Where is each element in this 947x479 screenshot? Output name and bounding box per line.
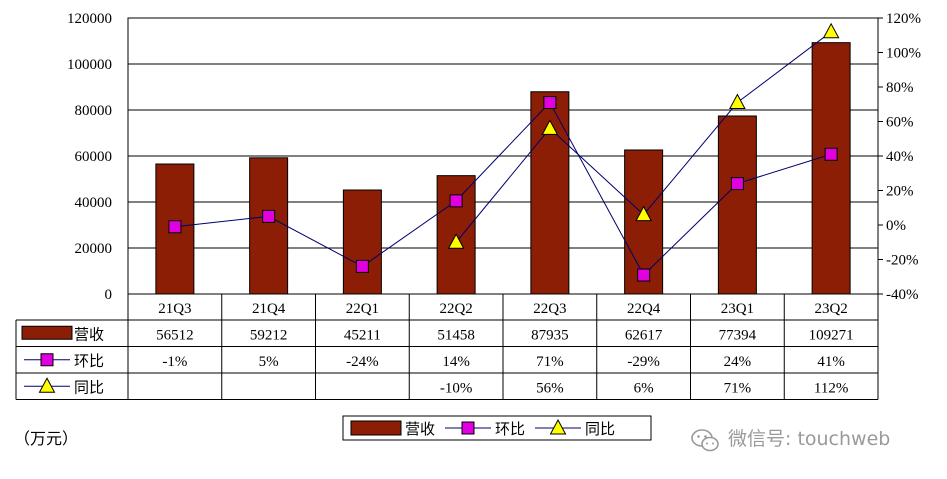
x-tick-label: 22Q3 (533, 301, 566, 317)
table-cell: 56% (536, 380, 564, 396)
table-cell: 62617 (625, 327, 663, 343)
table-cell: 24% (724, 354, 752, 370)
legend-swatch (350, 420, 402, 436)
yoy-marker (447, 233, 465, 249)
qoq-marker (355, 259, 369, 273)
table-cell: 5% (259, 354, 279, 370)
y2-tick-label: -20% (886, 253, 919, 269)
wechat-watermark: 微信号: touchweb (691, 428, 890, 452)
row-label: 同比 (74, 378, 104, 396)
legend-marker (549, 418, 567, 435)
row-label: 营收 (74, 325, 104, 343)
legend: 营收 环比 同比 (342, 415, 652, 441)
yoy-marker (635, 205, 652, 222)
x-tick-label: 23Q1 (721, 301, 754, 317)
y-tick-label: 80000 (75, 103, 113, 119)
qoq-marker (824, 147, 838, 161)
qoq-marker (449, 194, 463, 208)
x-tick-label: 23Q2 (814, 301, 847, 317)
table-cell: 41% (817, 354, 845, 370)
y-tick-label: 100000 (67, 57, 112, 73)
qoq-marker (637, 268, 651, 282)
y2-tick-label: 60% (886, 115, 914, 131)
axes: 0 20000 40000 60000 80000 100000 120000 -40% -20… (67, 11, 921, 303)
table-cell: -10% (440, 380, 473, 396)
ratio-lines (168, 22, 840, 282)
qoq-marker (168, 220, 182, 234)
table-cell: 59212 (250, 327, 288, 343)
x-tick-label: 22Q2 (439, 301, 472, 317)
data-table: 21Q3 21Q4 22Q1 22Q2 22Q3 22Q4 23Q1 23Q2 营收 56512 5… (15, 294, 879, 400)
table-cell: 6% (634, 380, 654, 396)
x-tick-label: 22Q1 (346, 301, 379, 317)
gridlines (128, 17, 878, 249)
x-tick-label: 21Q3 (158, 301, 191, 317)
y2-tick-label: -40% (886, 287, 919, 303)
qoq-marker (262, 209, 276, 223)
legend-label: 同比 (585, 420, 615, 438)
y2-tick-label: 40% (886, 149, 914, 165)
x-tick-label: 22Q4 (627, 301, 661, 317)
qoq-line (174, 101, 832, 276)
y-tick-label: 60000 (75, 149, 113, 165)
row-key-marker (40, 353, 54, 367)
revenue-bar (717, 115, 757, 295)
table-cell: 51458 (437, 327, 475, 343)
legend-marker (461, 421, 475, 435)
table-cell: -29% (627, 354, 660, 370)
yoy-marker (729, 93, 746, 110)
y-tick-label: 20000 (75, 241, 113, 257)
yoy-marker (822, 22, 840, 39)
y2-tick-label: 100% (886, 46, 921, 62)
revenue-bar (811, 42, 851, 295)
legend-label: 营收 (405, 420, 435, 438)
table-cell: 71% (536, 354, 564, 370)
unit-label: （万元） (14, 429, 78, 448)
revenue-bars (155, 42, 851, 295)
wechat-icon (691, 429, 719, 452)
qoq-marker (730, 177, 744, 191)
y2-tick-label: 120% (886, 11, 921, 27)
table-cell: 109271 (809, 327, 854, 343)
y-tick-label: 0 (105, 287, 113, 303)
table-cell: 45211 (344, 327, 381, 343)
watermark-text: 微信号: touchweb (728, 428, 890, 450)
row-key-swatch (21, 325, 73, 340)
row-label: 环比 (74, 352, 104, 370)
table-cell: 56512 (156, 327, 194, 343)
y2-tick-label: 20% (886, 184, 914, 200)
revenue-bar (249, 157, 289, 295)
x-tick-label: 21Q4 (252, 301, 286, 317)
table-cell: 14% (442, 354, 470, 370)
y2-tick-label: 0% (886, 218, 906, 234)
table-cell: 77394 (719, 327, 757, 343)
yoy-marker (541, 119, 559, 135)
table-cell: -1% (162, 354, 187, 370)
table-cell: 71% (724, 380, 752, 396)
revenue-bar (342, 189, 382, 295)
row-key-marker (38, 377, 56, 393)
table-cell: 87935 (531, 327, 569, 343)
y-tick-label: 40000 (75, 195, 113, 211)
table-cell: -24% (346, 354, 379, 370)
y2-tick-label: 80% (886, 80, 914, 96)
legend-label: 环比 (495, 420, 525, 438)
y-tick-label: 120000 (67, 11, 112, 27)
qoq-marker (543, 96, 557, 110)
table-cell: 112% (814, 380, 848, 396)
